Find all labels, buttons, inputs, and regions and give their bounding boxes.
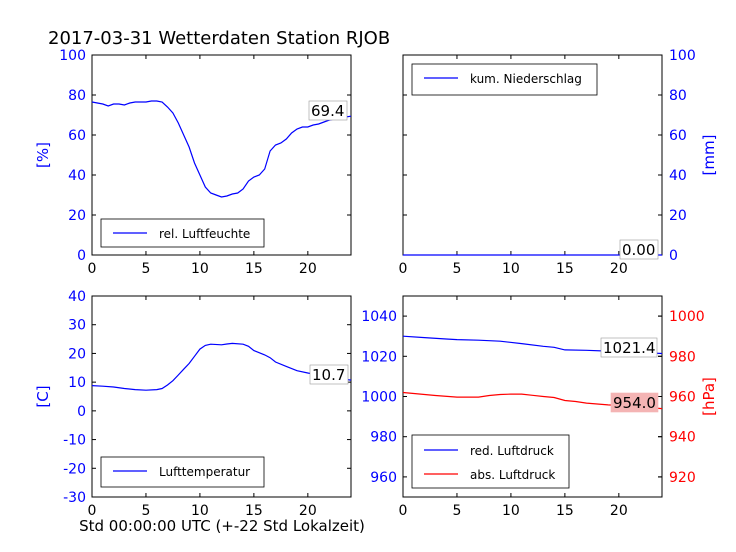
y-tick-label: 0 (77, 248, 86, 264)
y-tick-label: 40 (669, 168, 687, 184)
y-tick-label: 1000 (361, 390, 397, 406)
legend: rel. Luftfeuchte (100, 218, 265, 248)
y-tick-label: 960 (370, 470, 397, 486)
y-right-tick-label: 980 (669, 349, 696, 365)
y-tick-label: 980 (370, 430, 397, 446)
x-tick-label: 15 (556, 261, 574, 277)
y-tick-label: 0 (77, 404, 86, 420)
y-tick-label: 20 (68, 346, 86, 362)
x-tick-label: 20 (299, 503, 317, 519)
legend: red. Luftdruck abs. Luftdruck (411, 434, 570, 489)
legend-label: abs. Luftdruck (470, 468, 555, 482)
x-tick-label: 5 (452, 261, 461, 277)
panel-temperature: 0 5 10 15 20 -30 -20 -10 0 10 20 30 40 [C] Lufttempera… (34, 289, 352, 519)
value-label: 69.4 (311, 102, 344, 120)
plot-frame (91, 295, 352, 498)
y-tick-label: 40 (68, 168, 86, 184)
y-tick-label: -10 (63, 433, 86, 449)
value-label-box (610, 392, 659, 413)
y-right-tick-label: 920 (669, 470, 696, 486)
y-tick-label: 20 (68, 208, 86, 224)
panel-pressure: 0 5 10 15 20 960 980 1000 1020 1040 920 940 960 980 10… (361, 295, 718, 519)
y-tick-label: 60 (68, 128, 86, 144)
y-tick-label: 100 (59, 48, 86, 64)
value-label: 1021.4 (603, 339, 656, 357)
y-tick-label: -30 (63, 490, 86, 506)
series-line-1 (91, 100, 352, 198)
y-axis-title: [%] (34, 142, 52, 168)
x-tick-label: 20 (299, 261, 317, 277)
y-tick-label: 80 (68, 88, 86, 104)
value-label-box (308, 100, 348, 121)
panel-humidity: 0 5 10 15 20 0 20 40 60 80 100 [%] rel. Luftfeuchte 6… (34, 48, 352, 277)
x-tick-label: 15 (556, 503, 574, 519)
x-tick-label: 10 (502, 261, 520, 277)
x-tick-label: 10 (191, 503, 209, 519)
legend-label: rel. Luftfeuchte (159, 227, 250, 241)
y-tick-label: 0 (669, 248, 678, 264)
legend-label: Lufttemperatur (159, 465, 250, 479)
legend-box (411, 63, 598, 96)
x-tick-label: 20 (610, 261, 628, 277)
x-tick-label: 0 (399, 261, 408, 277)
legend: kum. Niederschlag (411, 63, 598, 96)
y-axis-title: [C] (34, 385, 52, 407)
y-tick-label: 60 (669, 128, 687, 144)
y-tick-label: 1040 (361, 309, 397, 325)
y-tick-label: 40 (68, 289, 86, 305)
x-tick-label: 0 (88, 503, 97, 519)
figure-title: 2017-03-31 Wetterdaten Station RJOB (48, 28, 390, 49)
x-tick-label: 10 (502, 503, 520, 519)
y-right-tick-label: 960 (669, 390, 696, 406)
x-tick-label: 15 (245, 261, 263, 277)
y-axis-title: [mm] (700, 135, 718, 176)
value-label: 10.7 (312, 366, 345, 384)
x-tick-label: 5 (141, 261, 150, 277)
legend: Lufttemperatur (100, 456, 265, 488)
legend-box (100, 456, 265, 488)
y-axis-title: [hPa] (700, 377, 718, 416)
panel-precipitation: 0 5 10 15 20 0 20 40 60 80 100 [mm] kum. Niederschla… (399, 48, 718, 277)
x-tick-label: 0 (399, 503, 408, 519)
value-label-box (600, 337, 658, 358)
y-tick-label: 20 (669, 208, 687, 224)
plot-frame (91, 54, 352, 256)
y-tick-label: 30 (68, 318, 86, 334)
x-tick-label: 5 (141, 503, 150, 519)
x-tick-label: 5 (452, 503, 461, 519)
y-tick-label: 1020 (361, 349, 397, 365)
y-right-tick-label: 940 (669, 430, 696, 446)
legend-label: kum. Niederschlag (470, 72, 582, 86)
value-label-box (619, 239, 659, 260)
x-axis-title: Std 00:00:00 UTC (+-22 Std Lokalzeit) (79, 517, 365, 535)
x-tick-label: 10 (191, 261, 209, 277)
legend-label: red. Luftdruck (470, 444, 554, 458)
x-tick-label: 20 (610, 503, 628, 519)
y-right-tick-label: 1000 (669, 309, 705, 325)
series-line-1 (91, 342, 352, 391)
value-label: 954.0 (613, 394, 656, 412)
legend-box (411, 434, 570, 489)
value-label-box (309, 364, 349, 385)
y-tick-label: 10 (68, 375, 86, 391)
x-tick-label: 15 (245, 503, 263, 519)
y-tick-label: -20 (63, 461, 86, 477)
x-tick-label: 0 (88, 261, 97, 277)
y-tick-label: 100 (669, 48, 696, 64)
series-line-2 (402, 391, 663, 410)
y-tick-label: 80 (669, 88, 687, 104)
value-label: 0.00 (622, 241, 655, 259)
